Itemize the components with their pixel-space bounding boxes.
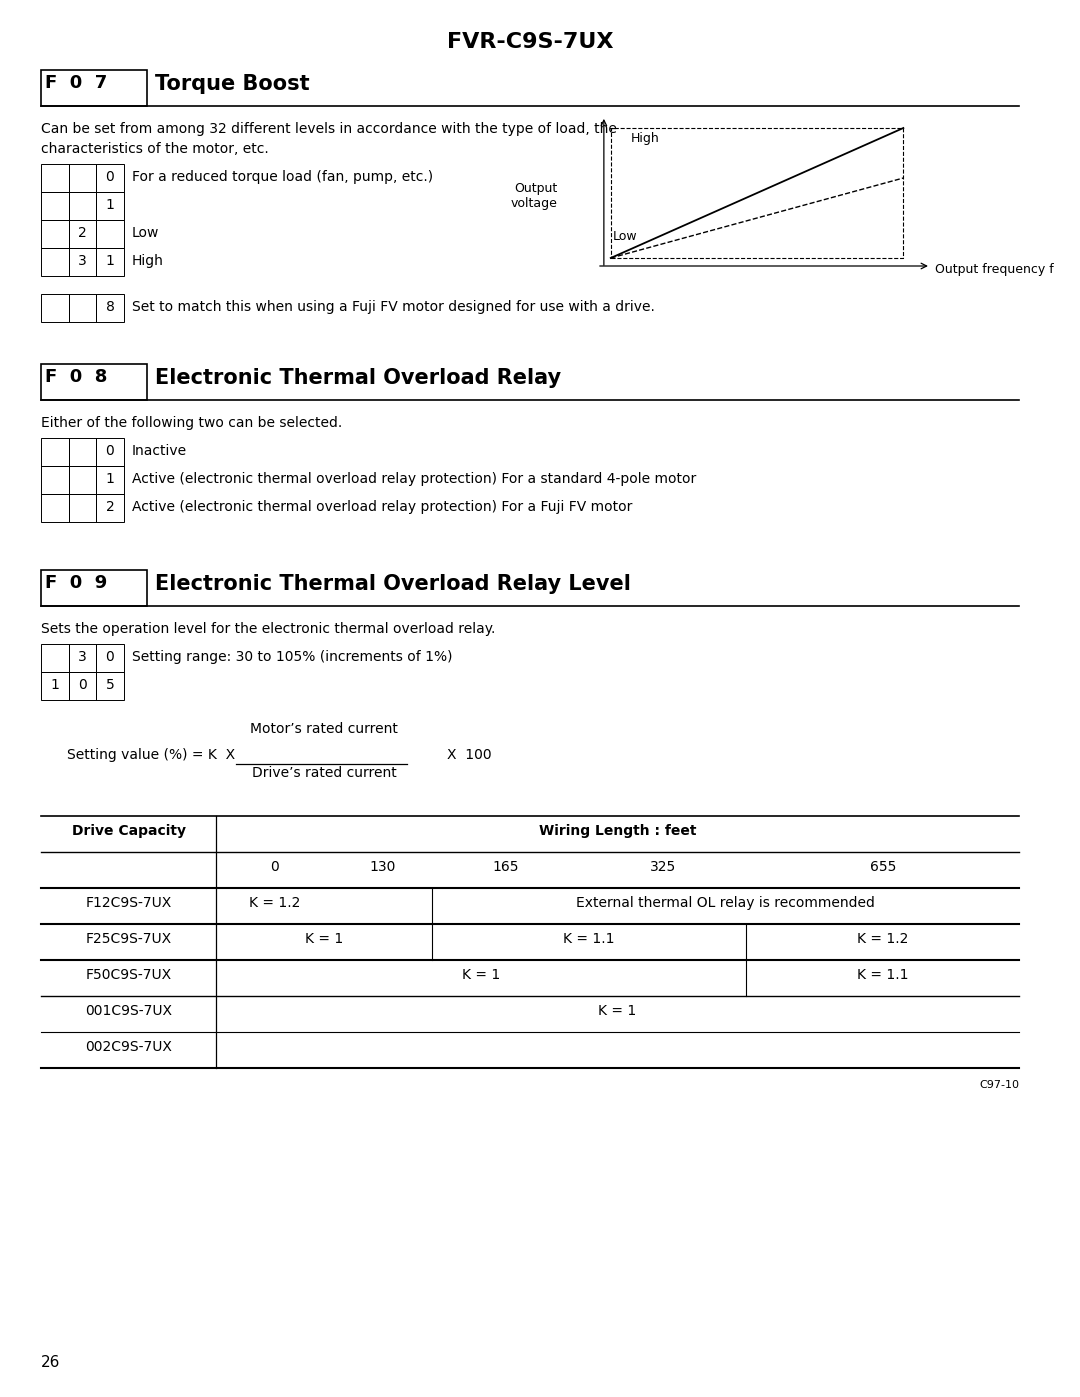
Text: Drive Capacity: Drive Capacity [71, 824, 186, 838]
Text: K = 1: K = 1 [305, 932, 343, 946]
Text: 0: 0 [271, 861, 280, 875]
Text: Torque Boost: Torque Boost [156, 74, 310, 94]
Bar [41, 495, 69, 522]
Text: F  0  9: F 0 9 [45, 574, 107, 592]
Bar [96, 495, 124, 522]
Bar [69, 672, 96, 700]
Text: Wiring Length : feet: Wiring Length : feet [539, 824, 697, 838]
Text: External thermal OL relay is recommended: External thermal OL relay is recommended [577, 895, 875, 909]
Bar [69, 219, 96, 249]
Text: Inactive: Inactive [132, 444, 187, 458]
Text: K = 1.2: K = 1.2 [858, 932, 908, 946]
Text: K = 1.1: K = 1.1 [856, 968, 908, 982]
Text: Active (electronic thermal overload relay protection) For a Fuji FV motor: Active (electronic thermal overload rela… [132, 500, 632, 514]
Text: 0: 0 [106, 650, 114, 664]
Text: 655: 655 [869, 861, 896, 875]
Text: Drive’s rated current: Drive’s rated current [252, 766, 396, 780]
Bar [69, 467, 96, 495]
Bar [41, 672, 69, 700]
Text: C97-10: C97-10 [980, 1080, 1020, 1090]
Bar [69, 495, 96, 522]
Text: F  0  7: F 0 7 [45, 74, 107, 92]
Bar [41, 70, 147, 106]
Text: characteristics of the motor, etc.: characteristics of the motor, etc. [41, 142, 269, 156]
Text: 0: 0 [106, 170, 114, 184]
Bar [69, 293, 96, 321]
Text: 2: 2 [78, 226, 86, 240]
Bar [41, 163, 69, 191]
Text: K = 1: K = 1 [598, 1004, 637, 1018]
Text: 5: 5 [106, 678, 114, 692]
Text: 1: 1 [106, 472, 114, 486]
Bar [41, 191, 69, 219]
Bar [41, 467, 69, 495]
Bar [41, 439, 69, 467]
Text: 3: 3 [78, 650, 86, 664]
Text: Motor’s rated current: Motor’s rated current [251, 722, 397, 736]
Bar [41, 219, 69, 249]
Bar [96, 644, 124, 672]
Text: K = 1.2: K = 1.2 [249, 895, 300, 909]
Bar [96, 191, 124, 219]
Text: Setting value (%) = K  X: Setting value (%) = K X [67, 747, 234, 761]
Text: K = 1: K = 1 [462, 968, 500, 982]
Text: Setting range: 30 to 105% (increments of 1%): Setting range: 30 to 105% (increments of… [132, 650, 453, 664]
Text: 325: 325 [650, 861, 676, 875]
Text: F50C9S-7UX: F50C9S-7UX [85, 968, 172, 982]
Text: K = 1.1: K = 1.1 [564, 932, 615, 946]
Text: 130: 130 [369, 861, 396, 875]
Text: X  100: X 100 [447, 747, 491, 761]
Text: 1: 1 [51, 678, 59, 692]
Text: 1: 1 [106, 198, 114, 212]
Text: 26: 26 [41, 1355, 60, 1370]
Text: F12C9S-7UX: F12C9S-7UX [85, 895, 172, 909]
Bar [96, 249, 124, 277]
Text: 8: 8 [106, 300, 114, 314]
Bar [41, 644, 69, 672]
Bar [41, 293, 69, 321]
Text: 2: 2 [106, 500, 114, 514]
Text: 001C9S-7UX: 001C9S-7UX [85, 1004, 172, 1018]
Text: Output
voltage: Output voltage [511, 182, 557, 210]
Bar [41, 365, 147, 400]
Text: Low: Low [132, 226, 159, 240]
Text: High: High [132, 254, 163, 268]
Text: Can be set from among 32 different levels in accordance with the type of load, t: Can be set from among 32 different level… [41, 122, 617, 136]
Bar [41, 249, 69, 277]
Bar [96, 219, 124, 249]
Bar [96, 293, 124, 321]
Text: F25C9S-7UX: F25C9S-7UX [85, 932, 172, 946]
Bar [96, 163, 124, 191]
Bar [69, 249, 96, 277]
Text: Low: Low [612, 231, 637, 243]
Bar [69, 191, 96, 219]
Text: 0: 0 [106, 444, 114, 458]
Text: Either of the following two can be selected.: Either of the following two can be selec… [41, 416, 342, 430]
Text: Set to match this when using a Fuji FV motor designed for use with a drive.: Set to match this when using a Fuji FV m… [132, 300, 654, 314]
Bar [96, 467, 124, 495]
Bar [96, 672, 124, 700]
Text: High: High [631, 131, 659, 145]
Bar [69, 163, 96, 191]
Text: Active (electronic thermal overload relay protection) For a standard 4-pole moto: Active (electronic thermal overload rela… [132, 472, 696, 486]
Bar [41, 570, 147, 606]
Text: 0: 0 [78, 678, 86, 692]
Text: F  0  8: F 0 8 [45, 367, 108, 386]
Text: Output frequency f: Output frequency f [935, 264, 1053, 277]
Text: Electronic Thermal Overload Relay Level: Electronic Thermal Overload Relay Level [156, 574, 631, 594]
Bar [69, 439, 96, 467]
Bar [96, 439, 124, 467]
Text: 002C9S-7UX: 002C9S-7UX [85, 1039, 172, 1053]
Bar [611, 129, 903, 258]
Text: 1: 1 [106, 254, 114, 268]
Text: 3: 3 [78, 254, 86, 268]
Bar [69, 644, 96, 672]
Text: Electronic Thermal Overload Relay: Electronic Thermal Overload Relay [156, 367, 562, 388]
Text: Sets the operation level for the electronic thermal overload relay.: Sets the operation level for the electro… [41, 622, 496, 636]
Text: 165: 165 [492, 861, 518, 875]
Text: For a reduced torque load (fan, pump, etc.): For a reduced torque load (fan, pump, et… [132, 170, 433, 184]
Text: FVR-C9S-7UX: FVR-C9S-7UX [447, 32, 613, 52]
